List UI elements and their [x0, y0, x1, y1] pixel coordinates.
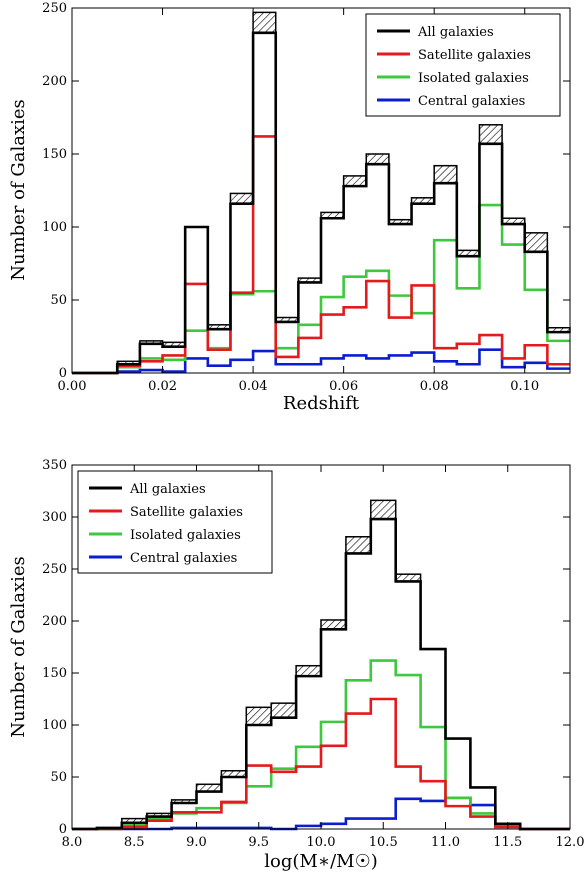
x-axis-label: log(M∗/M☉): [264, 851, 377, 872]
hatch-bin-10: [320, 619, 347, 631]
y-tick-label: 200: [42, 614, 67, 629]
axis-ticks: 0.00 0.02 0.04 0.06 0.08 0.10 0 50 100 150 200 250: [42, 1, 570, 394]
x-tick-label: 12.0: [556, 835, 585, 850]
series-central-galaxies: [72, 796, 570, 831]
hatch-bin-12: [370, 499, 397, 520]
legend-label-all: All galaxies: [129, 482, 206, 497]
x-tick-label: 9.5: [248, 835, 269, 850]
y-tick-label: 50: [50, 293, 67, 308]
x-tick-label: 10.0: [307, 835, 336, 850]
x-tick-label: 9.0: [186, 835, 207, 850]
legend: All galaxies Satellite galaxies Isolated…: [365, 13, 561, 117]
hatch-bin-8: [252, 11, 277, 34]
hatch-bin-8: [270, 702, 297, 719]
y-tick-label: 50: [50, 770, 67, 785]
x-tick-label: 8.5: [124, 835, 145, 850]
hatch-bin-20: [523, 232, 549, 253]
x-tick-label: 11.5: [493, 835, 522, 850]
series-all-galaxies: [72, 31, 570, 375]
x-tick-label: 0.10: [510, 379, 539, 394]
hatch-bin-9: [295, 664, 322, 677]
stellar-mass-histogram: 8.0 8.5 9.0 9.5 10.0 10.5 11.0 11.5 12.0 0 50 100 15…: [8, 458, 584, 872]
y-tick-label: 250: [42, 562, 67, 577]
legend-label-satellite: Satellite galaxies: [418, 48, 531, 63]
hatch-bin-18: [478, 124, 503, 145]
legend-label-central: Central galaxies: [130, 551, 237, 566]
y-tick-label: 300: [42, 510, 67, 525]
y-tick-label: 0: [59, 366, 67, 381]
y-axis-label: Number of Galaxies: [8, 556, 29, 738]
hatch-bin-11: [345, 536, 372, 555]
hatch-bin-13: [365, 153, 390, 165]
x-axis-label: Redshift: [283, 393, 360, 414]
hatch-bin-7: [245, 706, 272, 726]
y-tick-label: 350: [42, 458, 67, 473]
y-tick-label: 150: [42, 666, 67, 681]
legend-label-central: Central galaxies: [418, 94, 525, 109]
x-tick-label: 8.0: [62, 835, 83, 850]
series-satellite-galaxies: [72, 697, 570, 831]
x-tick-label: 0.08: [420, 379, 449, 394]
y-axis-label: Number of Galaxies: [8, 99, 29, 281]
x-tick-label: 0.04: [239, 379, 268, 394]
legend-label-all: All galaxies: [417, 25, 494, 40]
series-layer: [72, 517, 570, 831]
legend-label-satellite: Satellite galaxies: [130, 505, 243, 520]
x-tick-label: 10.5: [369, 835, 398, 850]
plot-frame: [71, 7, 571, 374]
series-satellite-galaxies: [72, 135, 570, 375]
y-tick-label: 100: [42, 220, 67, 235]
series-all-galaxies: [72, 517, 570, 831]
legend: All galaxies Satellite galaxies Isolated…: [77, 470, 273, 574]
y-tick-label: 100: [42, 718, 67, 733]
y-tick-label: 0: [59, 822, 67, 837]
legend-label-isolated: Isolated galaxies: [418, 71, 529, 86]
x-tick-label: 0.00: [58, 379, 87, 394]
hatch-bin-7: [229, 192, 254, 205]
hatch-bin-16: [433, 164, 458, 184]
axis-ticks: 8.0 8.5 9.0 9.5 10.0 10.5 11.0 11.5 12.0 0 50 100 15…: [42, 458, 584, 850]
y-tick-label: 150: [42, 147, 67, 162]
hatch-bin-12: [342, 175, 368, 187]
redshift-histogram: 0.00 0.02 0.04 0.06 0.08 0.10050100150200250 …: [8, 1, 571, 414]
y-tick-label: 250: [42, 1, 67, 16]
legend-label-isolated: Isolated galaxies: [130, 528, 241, 543]
x-tick-label: 0.02: [148, 379, 177, 394]
y-tick-label: 200: [42, 74, 67, 89]
x-tick-label: 0.06: [329, 379, 358, 394]
x-tick-label: 11.0: [431, 835, 460, 850]
